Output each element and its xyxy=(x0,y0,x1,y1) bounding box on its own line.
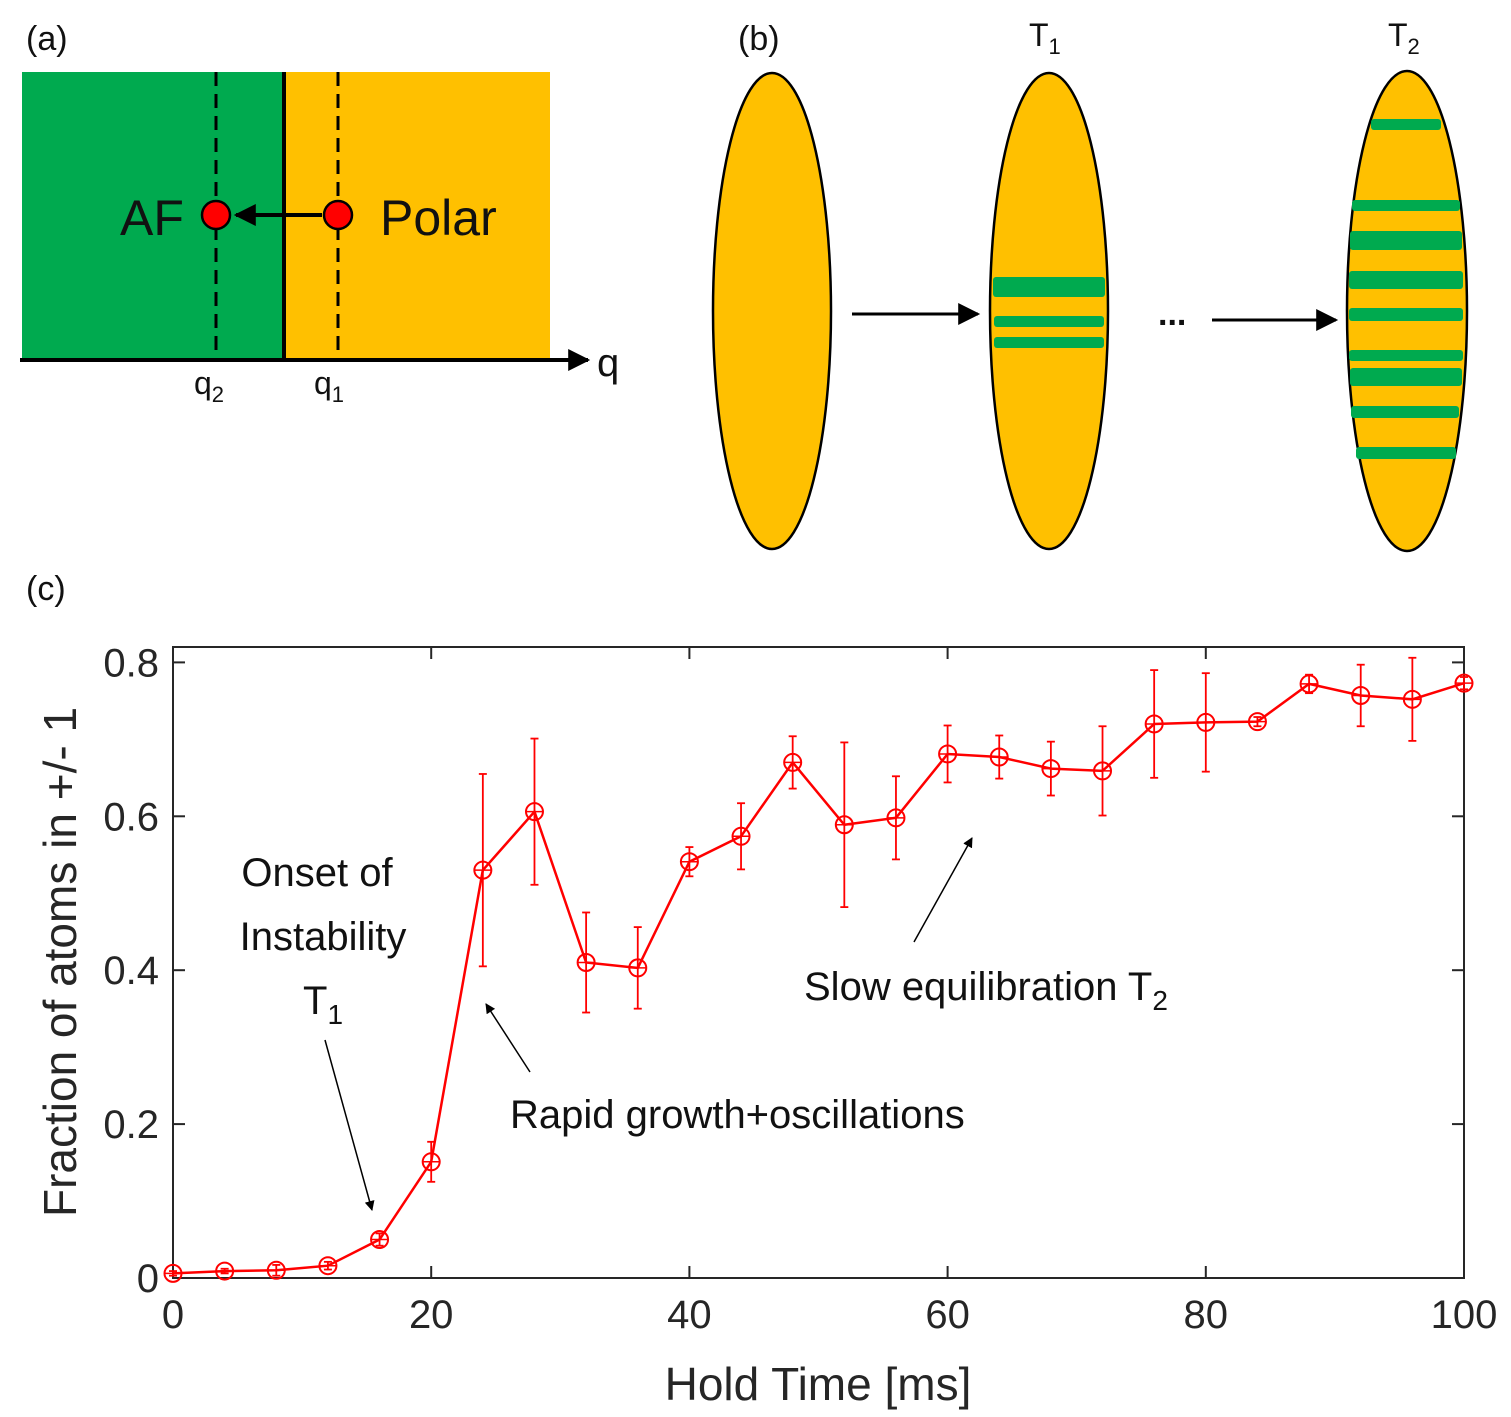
af-point xyxy=(200,199,232,231)
y-tick-label: 0.6 xyxy=(103,795,159,839)
domain-stripe xyxy=(1349,308,1463,321)
y-tick-label: 0 xyxy=(137,1257,159,1301)
q-axis-label: q xyxy=(597,341,619,385)
t1-label: T1 xyxy=(1029,17,1061,59)
t2-label: T2 xyxy=(1388,17,1420,59)
panel-b: (b) T1 ... T2 xyxy=(711,17,1469,553)
domain-stripe xyxy=(994,337,1104,348)
domain-stripe xyxy=(1356,447,1456,459)
x-tick-label: 60 xyxy=(925,1293,970,1337)
panel-c: (c) 0 20 40 60 80 100 0 0.2 0.4 0.6 0.8 Hold Time … xyxy=(26,570,1497,1410)
annotation-rapid-arrow xyxy=(485,1003,531,1073)
cloud-initial xyxy=(711,71,833,551)
cloud-t2-domains xyxy=(1349,119,1463,459)
annotation-slow: Slow equilibration T2 xyxy=(804,965,1168,1016)
axis-ticks: 0 20 40 60 80 100 0 0.2 0.4 0.6 0.8 xyxy=(103,641,1497,1337)
domain-stripe xyxy=(1349,271,1463,289)
panel-a-label: (a) xyxy=(26,20,68,58)
polar-point xyxy=(322,199,354,231)
domain-stripe xyxy=(1351,406,1459,418)
annotation-slow-arrow xyxy=(913,837,973,943)
x-axis-label: Hold Time [ms] xyxy=(665,1358,972,1410)
x-tick-label: 0 xyxy=(162,1293,184,1337)
x-tick-label: 100 xyxy=(1431,1293,1498,1337)
domain-stripe xyxy=(1349,350,1463,361)
ellipsis-text: ... xyxy=(1158,295,1186,333)
x-tick-label: 40 xyxy=(667,1293,712,1337)
domain-stripe xyxy=(993,277,1105,297)
y-tick-label: 0.8 xyxy=(103,641,159,685)
y-axis-label: Fraction of atoms in +/- 1 xyxy=(34,707,86,1217)
x-tick-label: 20 xyxy=(409,1293,454,1337)
annotation-onset-line2: Instability xyxy=(240,915,407,959)
x-tick-label: 80 xyxy=(1184,1293,1229,1337)
q1-label: q1 xyxy=(314,365,344,407)
plot-area xyxy=(172,646,1465,1279)
data-series xyxy=(163,656,1474,1283)
domain-stripe xyxy=(1350,368,1462,386)
annotation-rapid: Rapid growth+oscillations xyxy=(510,1093,965,1137)
cloud-t1 xyxy=(988,71,1110,551)
domain-stripe xyxy=(994,316,1104,327)
panel-c-label: (c) xyxy=(26,570,66,608)
domain-stripe xyxy=(1371,119,1441,130)
polar-label: Polar xyxy=(380,190,497,246)
annotation-onset-arrow xyxy=(324,1039,375,1211)
y-tick-label: 0.4 xyxy=(103,949,159,993)
annotation-onset-line3: T1 xyxy=(303,979,343,1030)
chart: 0 20 40 60 80 100 0 0.2 0.4 0.6 0.8 Hold Time [ms]… xyxy=(34,641,1497,1410)
panel-a: (a) q q2 q1 AF Polar xyxy=(20,20,619,407)
y-tick-label: 0.2 xyxy=(103,1103,159,1147)
panel-b-label: (b) xyxy=(738,20,780,58)
annotation-onset-line1: Onset of xyxy=(241,851,393,895)
domain-stripe xyxy=(1352,200,1460,211)
q2-label: q2 xyxy=(194,365,224,407)
cloud-t1-domains xyxy=(993,277,1105,348)
af-label: AF xyxy=(120,190,184,246)
domain-stripe xyxy=(1350,231,1462,250)
